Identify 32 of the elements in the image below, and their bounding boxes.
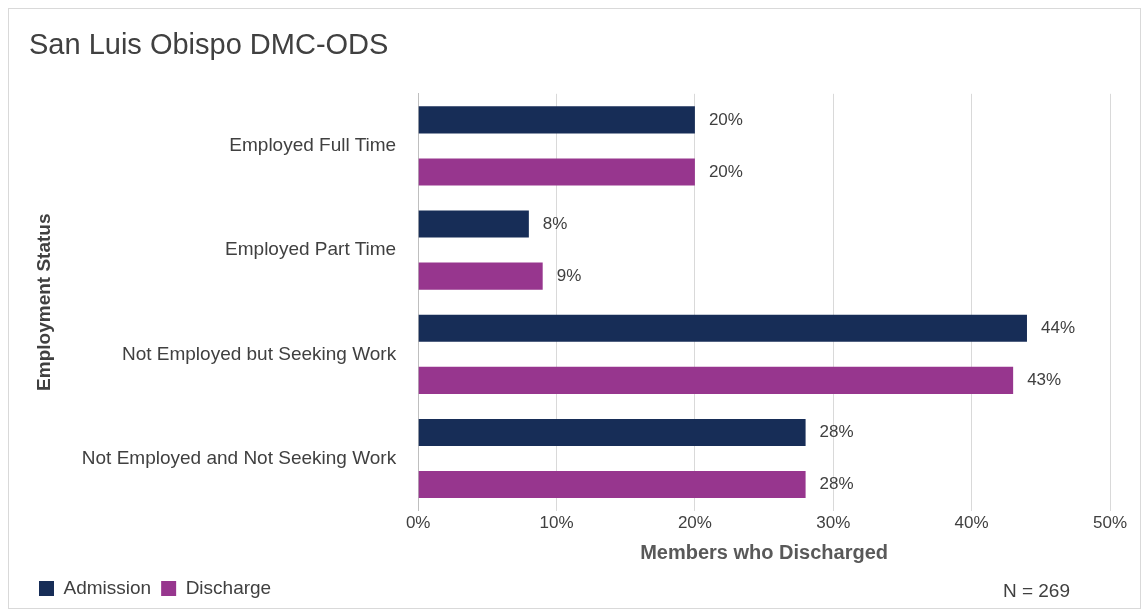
data-label: 8%	[542, 213, 568, 233]
y-tick-label: Employed Full Time	[229, 134, 397, 156]
data-label: 44%	[1040, 317, 1076, 337]
x-tick-label: 20%	[677, 513, 712, 533]
text: N = 269	[1002, 580, 1070, 602]
y-tick-label: Not Employed but Seeking Work	[121, 342, 397, 364]
bar	[418, 471, 806, 499]
bar	[418, 314, 1027, 342]
data-label: 28%	[819, 474, 854, 494]
bar	[418, 418, 806, 446]
y-tick-label: Employed Part Time	[225, 238, 397, 260]
bar	[418, 210, 529, 238]
x-tick-label: 50%	[1092, 513, 1128, 533]
data-label: 20%	[708, 161, 743, 181]
legend-label: Discharge	[185, 576, 272, 598]
bar	[418, 106, 695, 134]
data-label: 43%	[1027, 370, 1062, 390]
y-tick-label: Not Employed and Not Seeking Work	[81, 446, 397, 468]
x-axis-title: Members who Discharged	[640, 540, 888, 563]
data-label: 28%	[819, 422, 854, 442]
bar	[418, 262, 543, 290]
data-label: 9%	[556, 265, 582, 285]
x-tick-label: 10%	[539, 513, 574, 533]
chart-title: San Luis Obispo DMC-ODS	[29, 28, 389, 61]
bar	[418, 158, 695, 186]
x-tick-label: 30%	[816, 513, 851, 533]
y-axis-title: Employment Status	[32, 213, 54, 391]
x-tick-label: 40%	[954, 513, 989, 533]
data-label: 20%	[708, 109, 743, 129]
legend-label: Admission	[63, 576, 152, 598]
bar	[418, 366, 1014, 394]
x-tick-label: 0%	[405, 513, 431, 533]
